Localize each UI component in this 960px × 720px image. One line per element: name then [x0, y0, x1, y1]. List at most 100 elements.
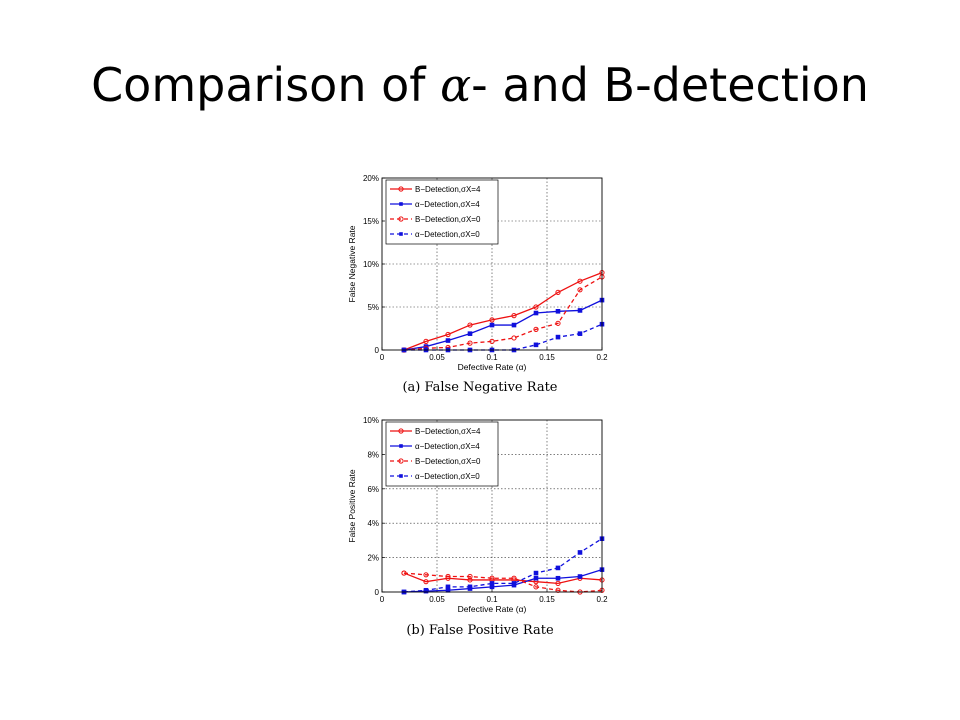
fp-xtick-label: 0.15: [539, 595, 555, 604]
fn-xtick-label: 0.05: [429, 353, 445, 362]
fn-point: [511, 322, 517, 328]
fp-series-line-2: [403, 572, 603, 593]
fp-legend-label: α−Detection,σX=0: [415, 472, 480, 481]
fp-ytick-label: 0: [375, 588, 380, 597]
fp-ytick-label: 4%: [367, 519, 379, 528]
fn-point: [511, 313, 517, 319]
fp-xtick-label: 0.05: [429, 595, 445, 604]
fn-ytick-label: 20%: [363, 174, 379, 183]
fn-xtick-label: 0: [380, 353, 385, 362]
fn-legend-marker: [399, 232, 403, 236]
fn-point: [445, 331, 451, 338]
fn-legend-marker: [398, 186, 404, 192]
fn-point: [489, 317, 495, 323]
fn-point: [489, 338, 495, 344]
false-negative-chart: 0 0.05 0.1 0.15 0.2 0 5% 10% 15% 20% Defective Rat…: [330, 168, 630, 398]
fn-point: [555, 289, 561, 295]
fp-ytick-label: 10%: [363, 416, 379, 425]
fn-xaxis-label: Defective Rate (α): [458, 362, 527, 372]
fn-legend-label: B−Detection,σX=4: [415, 185, 481, 194]
fp-point: [533, 575, 539, 581]
false-positive-chart: 0 0.05 0.1 0.15 0.2 0 2% 4% 6% 8% 10% Defective Rat…: [330, 410, 630, 640]
fp-point: [401, 570, 407, 576]
fn-legend: [385, 179, 499, 245]
fp-point: [489, 575, 495, 581]
fn-legend-label: α−Detection,σX=0: [415, 230, 480, 239]
fn-ytick-label: 0: [375, 346, 380, 355]
fp-series-line-0: [403, 572, 603, 585]
fn-point: [555, 334, 561, 340]
false-positive-chart-svg: 0 0.05 0.1 0.15 0.2 0 2% 4% 6% 8% 10% Defective Rat…: [347, 416, 608, 614]
fn-point: [533, 342, 539, 348]
fn-series-line-2: [403, 276, 603, 351]
fp-point: [577, 574, 583, 579]
fp-point: [445, 584, 451, 590]
title-prefix: Comparison of: [91, 58, 441, 112]
fp-xaxis-label: Defective Rate (α): [458, 604, 527, 614]
fn-point: [445, 338, 451, 343]
fn-point: [467, 331, 473, 336]
fp-legend-label: α−Detection,σX=4: [415, 442, 480, 451]
fn-point: [555, 320, 561, 326]
fn-point: [555, 309, 561, 314]
title-suffix: - and B-detection: [471, 58, 869, 112]
fn-xtick-label: 0.15: [539, 353, 555, 362]
fp-point: [511, 575, 517, 581]
fn-legend-marker: [399, 202, 403, 206]
fp-xtick-label: 0: [380, 595, 385, 604]
fp-legend-marker: [399, 474, 403, 478]
fn-point: [577, 331, 583, 336]
fp-legend-marker: [398, 458, 404, 464]
fp-plot-frame: [381, 419, 603, 593]
fn-point: [577, 287, 583, 293]
fp-point: [467, 584, 473, 590]
fn-plot-frame: [381, 177, 603, 351]
fp-point: [489, 581, 495, 586]
fp-point: [445, 573, 451, 580]
false-positive-caption: (b) False Positive Rate: [406, 623, 554, 638]
fn-point: [577, 278, 583, 284]
fn-point: [533, 304, 539, 310]
fn-xtick-label: 0.2: [596, 353, 608, 362]
fp-ytick-label: 2%: [367, 554, 379, 563]
fn-series-line-1: [403, 299, 603, 351]
fp-point: [467, 577, 473, 583]
fp-point: [423, 587, 429, 593]
fn-point: [489, 322, 495, 328]
fp-series-line-1: [403, 569, 603, 593]
fp-legend-marker: [399, 444, 403, 448]
fn-point: [511, 335, 517, 341]
fp-series-line-3: [403, 538, 603, 593]
fn-point: [533, 326, 539, 332]
fp-point: [555, 575, 561, 581]
fp-xtick-label: 0.1: [486, 595, 498, 604]
fp-yaxis-label: False Positive Rate: [347, 469, 357, 542]
fn-legend-label: B−Detection,σX=0: [415, 215, 481, 224]
fp-ytick-label: 8%: [367, 450, 379, 459]
fp-legend: [385, 421, 499, 487]
fn-point: [533, 310, 539, 316]
fn-yaxis-label: False Negative Rate: [347, 225, 357, 302]
fn-point: [577, 308, 583, 313]
fp-point: [533, 570, 539, 576]
fn-point: [467, 322, 473, 328]
title-alpha-symbol: α: [440, 58, 472, 112]
fp-xtick-label: 0.2: [596, 595, 608, 604]
fn-series-line-0: [403, 271, 603, 351]
fp-point: [467, 573, 473, 580]
fp-point: [555, 580, 561, 586]
fn-xtick-label: 0.1: [486, 353, 498, 362]
fp-legend-marker: [398, 428, 404, 434]
fn-point: [423, 338, 429, 344]
fp-point: [423, 572, 429, 578]
fp-point: [533, 584, 539, 590]
false-negative-caption: (a) False Negative Rate: [402, 380, 558, 395]
false-negative-chart-svg: 0 0.05 0.1 0.15 0.2 0 5% 10% 15% 20% Defective Rat…: [347, 174, 608, 372]
fn-legend-label: α−Detection,σX=4: [415, 200, 480, 209]
fn-ytick-label: 10%: [363, 260, 379, 269]
fp-point: [577, 550, 583, 555]
fp-point: [423, 579, 429, 585]
fn-point: [467, 340, 473, 346]
fp-legend-label: B−Detection,σX=4: [415, 427, 481, 436]
fp-ytick-label: 6%: [367, 485, 379, 494]
